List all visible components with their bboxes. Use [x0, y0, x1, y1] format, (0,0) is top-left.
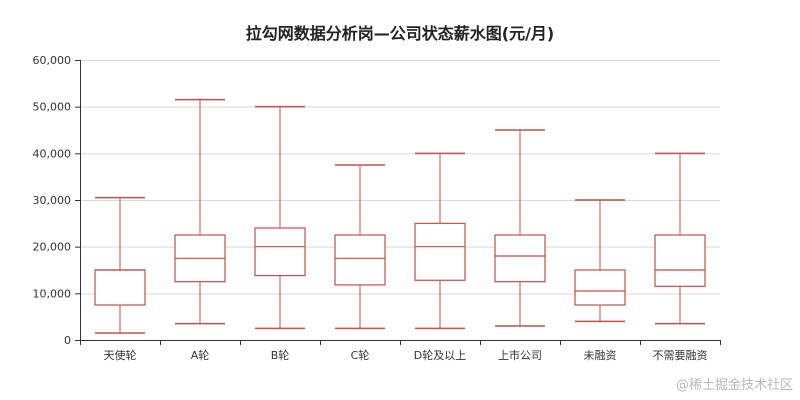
x-tick-label: C轮 — [351, 348, 370, 362]
x-tick-label: 天使轮 — [104, 348, 137, 362]
x-tick-label: 未融资 — [584, 349, 617, 362]
x-tick-label: 上市公司 — [498, 348, 542, 362]
chart-title: 拉勾网数据分析岗—公司状态薪水图(元/月) — [246, 24, 554, 43]
box-3 — [254, 105, 306, 330]
y-tick-label: 50,000 — [33, 101, 72, 114]
iqr-box — [334, 234, 386, 286]
box-2 — [174, 98, 226, 325]
iqr-box — [494, 234, 546, 283]
x-tick-label: 不需要融资 — [653, 349, 708, 362]
x-tick-label: D轮及以上 — [414, 348, 466, 362]
box-6 — [494, 129, 546, 327]
x-tick-label: A轮 — [191, 348, 210, 362]
y-tick-label: 60,000 — [33, 54, 72, 67]
y-tick-label: 20,000 — [33, 241, 72, 254]
box-4 — [334, 164, 386, 330]
iqr-box — [414, 222, 466, 281]
box-8 — [654, 152, 706, 325]
iqr-box — [94, 269, 146, 306]
watermark-text: @稀土掘金技术社区 — [676, 377, 793, 393]
iqr-box — [654, 234, 706, 287]
y-tick-label: 40,000 — [33, 147, 72, 160]
y-tick-label: 10,000 — [33, 287, 72, 300]
iqr-box — [254, 227, 306, 277]
x-tick-label: B轮 — [271, 348, 290, 362]
box-7 — [574, 199, 626, 323]
iqr-box — [574, 269, 626, 306]
box-5 — [414, 152, 466, 330]
y-tick-label: 0 — [64, 334, 71, 347]
y-tick-label: 30,000 — [33, 194, 72, 207]
axes — [75, 60, 721, 345]
tick-labels: 0 10,000 20,000 30,000 40,000 50,000 60,000 天使轮… — [33, 54, 708, 362]
boxes — [94, 98, 706, 334]
box-1 — [94, 196, 146, 334]
